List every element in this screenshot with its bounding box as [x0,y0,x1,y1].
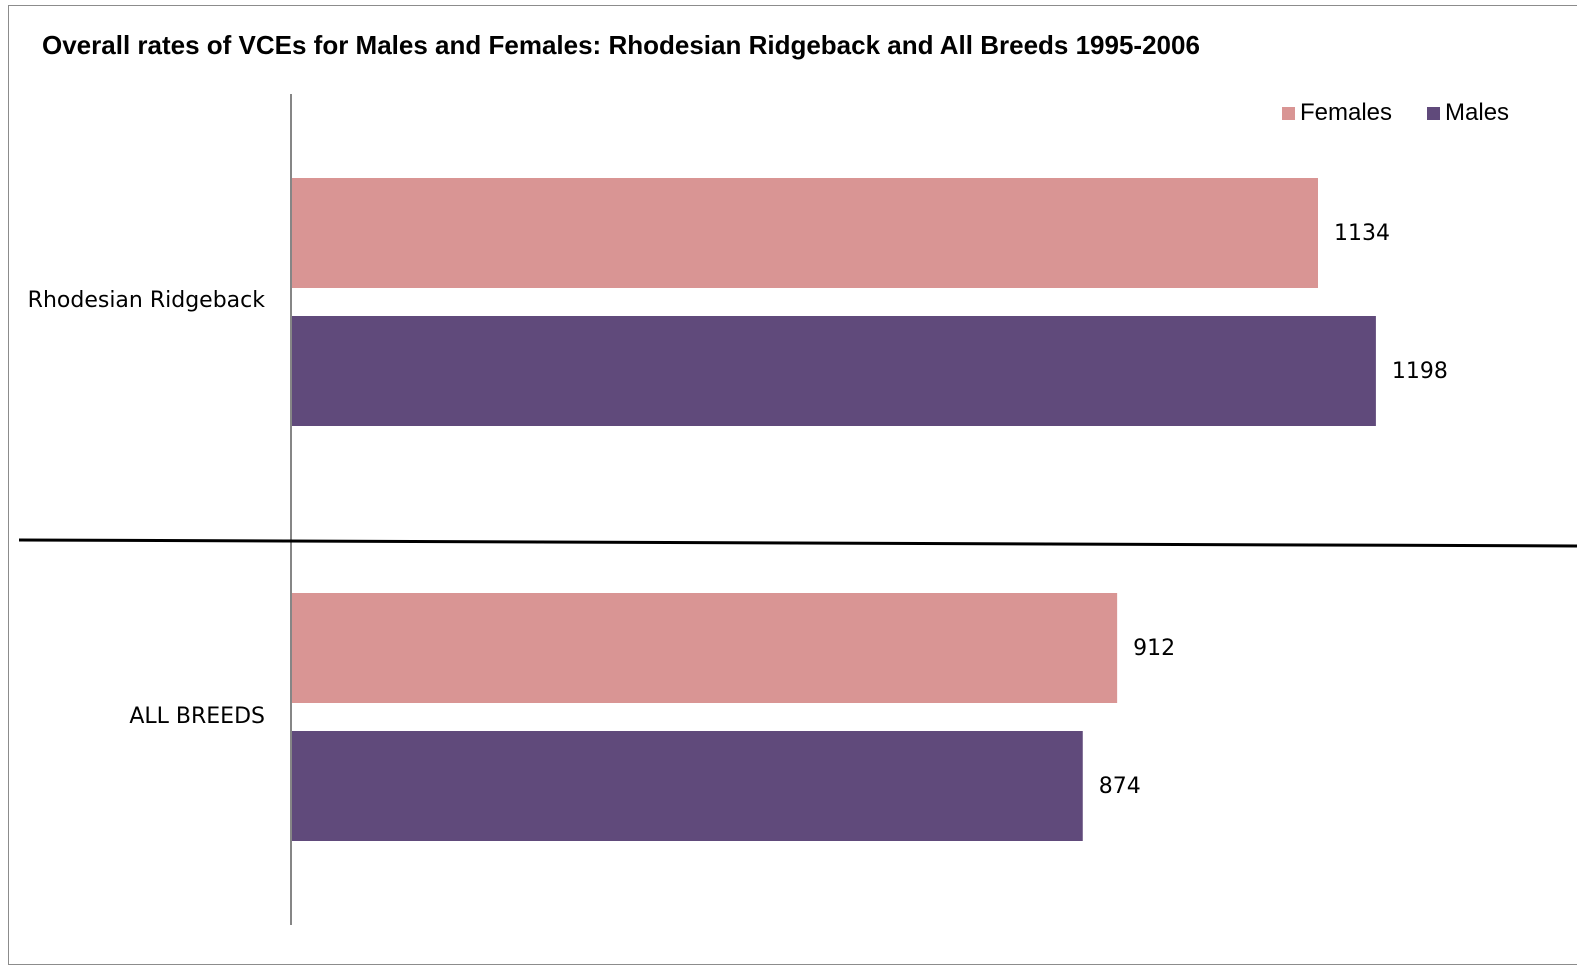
legend-swatch-females [1282,106,1295,120]
chart-title: Overall rates of VCEs for Males and Fema… [42,30,1200,60]
category-label-rhodesian-ridgeback: Rhodesian Ridgeback [28,288,266,313]
legend: Females Males [1282,99,1509,127]
legend-label-males: Males [1445,99,1510,126]
data-label-all-breeds-males: 874 [1099,774,1141,799]
bar-all-breeds-males [292,731,1083,841]
data-label-rhodesian-ridgeback-males: 1198 [1392,359,1448,384]
legend-item-males: Males [1427,99,1509,127]
bar-rhodesian-ridgeback-females [292,178,1318,288]
category-label-all-breeds: ALL BREEDS [129,704,265,729]
data-label-all-breeds-females: 912 [1133,636,1175,661]
legend-swatch-males [1427,106,1441,120]
bar-rhodesian-ridgeback-males [292,316,1376,426]
data-label-rhodesian-ridgeback-females: 1134 [1334,221,1390,246]
bar-all-breeds-females [292,593,1118,703]
legend-item-females: Females [1282,99,1392,127]
group-separator-line [18,538,1577,548]
legend-label-females: Females [1300,99,1393,126]
